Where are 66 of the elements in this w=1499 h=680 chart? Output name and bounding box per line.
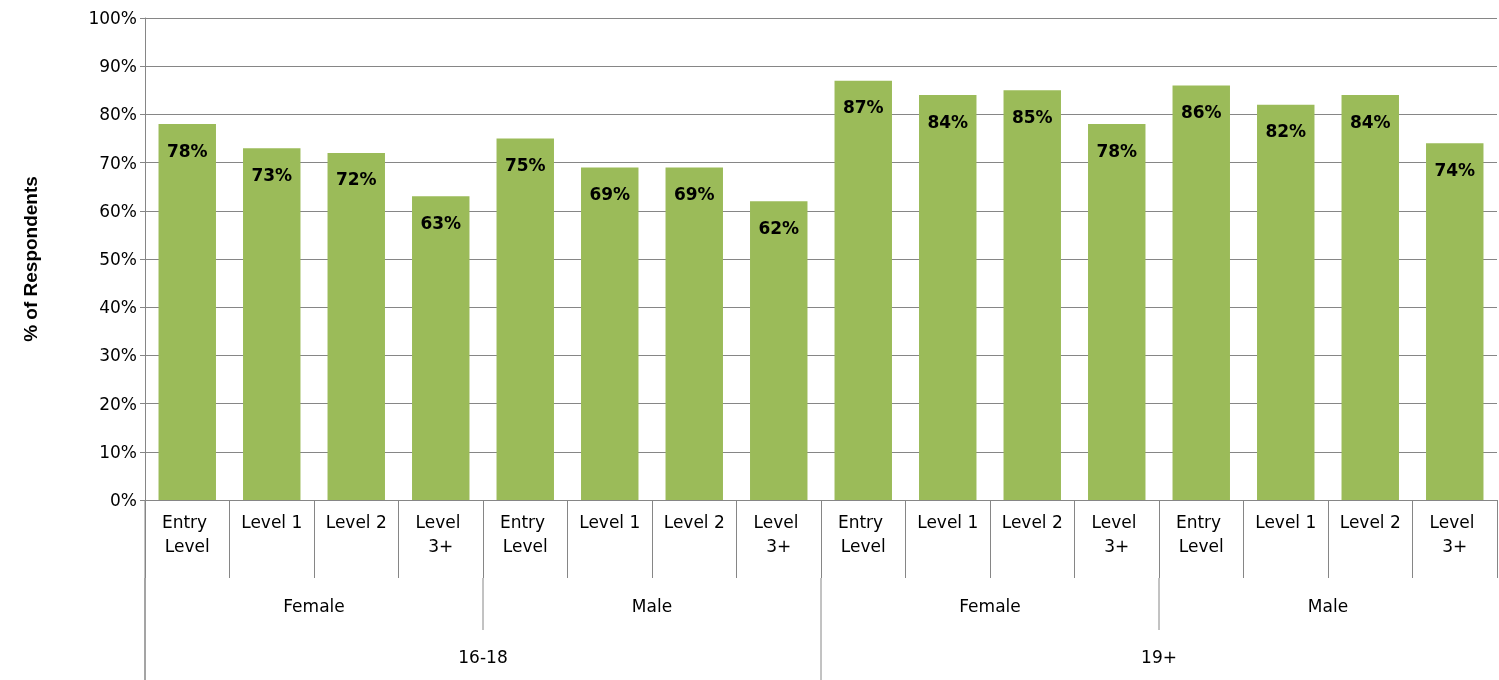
data-label: 72% [335,169,377,190]
text: Female [283,596,345,616]
y-tick-label: 60% [99,200,137,221]
data-label: 62% [758,217,800,238]
y-tick-label: 70% [99,152,137,173]
data-label: 69% [673,183,715,204]
bar [1003,90,1061,500]
y-axis-title: % of Respondents [20,176,41,342]
x-tick-label: Level 3+ [415,512,466,556]
x-tick-label: Level 1 [241,512,303,532]
text: 16-18 [458,647,508,667]
x-tick-label: Entry Level [1175,512,1227,556]
y-tick-label: 90% [99,56,137,77]
data-label: 85% [1011,106,1053,127]
bar [1257,104,1315,500]
x-tick-label: Level 3+ [753,512,804,556]
data-label: 75% [504,155,546,175]
x-tick-label: Level 2 [663,512,725,532]
x-tick-label: Level 2 [1339,512,1401,532]
data-label: 78% [166,140,208,161]
y-tick-label: 0% [110,490,137,510]
data-label: 69% [589,183,631,204]
bar [834,80,892,500]
data-label: 73% [251,164,293,185]
x-tick-label: Entry Level [161,512,213,556]
text: Male [1307,596,1349,616]
x-tick-label: Level 2 [325,512,387,532]
y-tick-label: 20% [99,393,137,414]
y-tick-label: 100% [88,8,137,28]
bar [1172,85,1230,500]
bar [1426,143,1484,500]
x-tick-label: Level 1 [917,512,979,532]
data-label: 87% [842,97,884,118]
bar [1341,95,1399,500]
x-tick-label: Level 1 [579,512,641,532]
data-label: 86% [1180,101,1222,122]
y-tick-label: 50% [99,249,137,269]
y-tick-label: 30% [99,345,137,366]
text: Female [959,596,1021,616]
data-label: 74% [1434,159,1476,180]
bar [750,201,808,500]
data-label: 82% [1265,121,1307,142]
data-label: 78% [1096,140,1138,161]
bar [919,95,977,500]
x-tick-label: Level 1 [1255,512,1317,532]
bar [243,148,301,500]
bar [412,196,470,500]
bar [327,152,385,500]
x-tick-label: Entry Level [837,512,889,556]
x-tick-label: Level 2 [1001,512,1063,532]
bar [665,167,723,500]
data-label: 84% [927,111,969,132]
x-tick-label: Level 3+ [1091,512,1142,556]
text: 19+ [1141,647,1177,667]
bar [158,124,216,500]
data-label: 84% [1349,111,1391,132]
x-tick-label: Level 3+ [1429,512,1480,556]
x-tick-label: Entry Level [499,512,551,556]
text: Male [631,596,673,616]
y-tick-label: 10% [99,441,137,462]
bar [496,138,554,500]
bar [1088,124,1146,500]
bar [581,167,639,500]
y-tick-label: 40% [99,297,137,318]
y-tick-label: 80% [99,104,137,125]
data-label: 63% [420,212,462,233]
